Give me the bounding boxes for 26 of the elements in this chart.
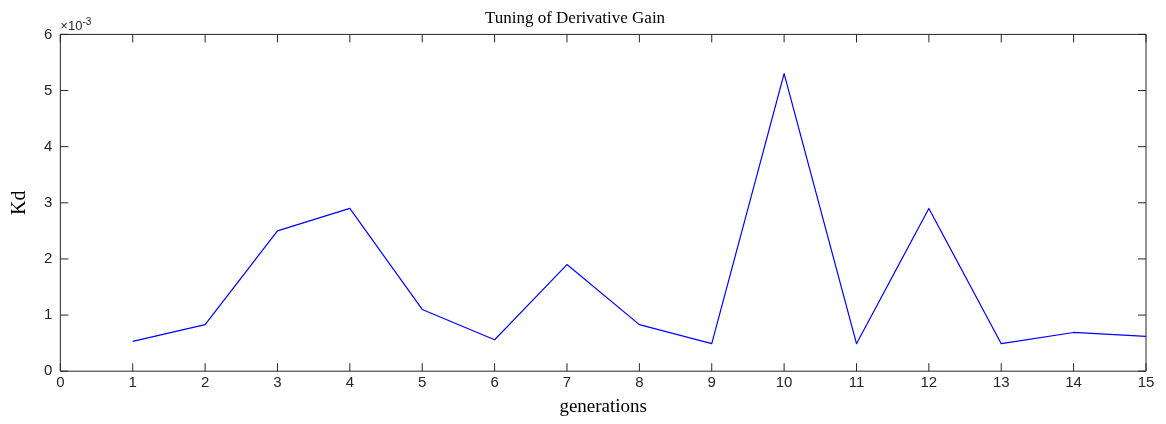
y-tick-label: 1 [44,305,53,323]
x-axis-title: generations [559,394,647,416]
y-axis-title: Kd [7,190,30,216]
chart-title: Tuning of Derivative Gain [484,7,666,27]
y-tick-label: 5 [44,80,53,98]
x-tick-label: 10 [775,373,793,391]
x-tick-label: 5 [418,373,427,391]
x-tick-label: 11 [848,373,865,391]
x-tick-label: 0 [56,373,65,391]
x-tick-label: 3 [273,373,282,391]
x-tick-label: 15 [1137,373,1155,391]
y-tick-label: 3 [44,192,53,210]
y-tick-label: 2 [44,249,53,267]
x-tick-label: 14 [1065,373,1082,391]
x-tick-label: 6 [490,373,499,391]
x-tick-label: 12 [920,373,938,391]
y-tick-label: 4 [44,136,53,154]
y-tick-label: 6 [44,24,53,42]
x-tick-label: 4 [345,373,355,391]
x-tick-label: 8 [635,373,644,391]
x-tick-label: 13 [992,373,1010,391]
y-tick-label: 0 [44,361,53,379]
x-tick-label: 1 [128,373,137,391]
x-tick-label: 9 [707,373,716,391]
x-tick-label: 7 [562,373,572,391]
x-tick-label: 2 [200,373,210,391]
